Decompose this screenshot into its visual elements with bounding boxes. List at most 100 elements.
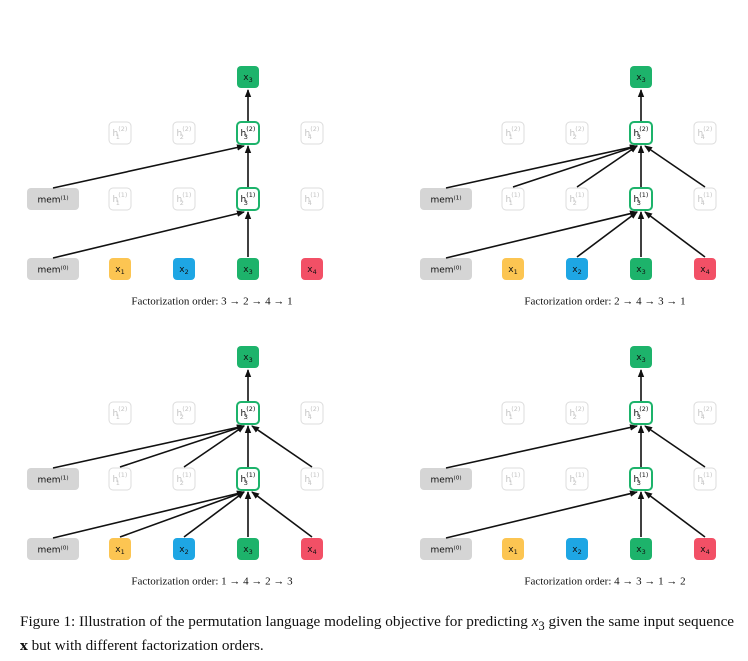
arrow-h4_1-to-h3-layer2 [644,145,706,188]
hidden-state-h1-layer2-label: h(2) 1 [506,125,521,141]
hidden-state-h2-layer2-label: h(2) 2 [570,125,585,141]
hidden-state-h4-layer2 [693,121,717,145]
figure-caption: Figure 1: Illustration of the permutatio… [20,612,735,656]
input-token-x4-label: x4 [700,545,709,557]
input-token-x4-label: x4 [700,265,709,277]
arrow-mem_bottom-to-h3-layer1 [445,210,638,259]
hidden-state-h2-layer1-label: h(1) 2 [570,471,585,487]
hidden-state-h1-layer2 [501,121,525,145]
memory-bottom [420,258,472,280]
caption-prefix: Figure 1: Illustration of the permutatio… [20,613,532,630]
hidden-state-h1-layer2-label: h(2) 1 [113,405,128,421]
hidden-state-h4-layer2-label: h(2) 4 [698,125,713,141]
input-token-x1 [109,538,131,560]
hidden-state-h1-layer1-label: h(1) 1 [506,471,521,487]
hidden-state-h3-layer2 [629,121,653,145]
hidden-state-h1-layer2-label: h(2) 1 [506,405,521,421]
arrow-mem_top-to-h3-layer2 [445,144,638,189]
factorization-order-label: Factorization order: 4 → 3 → 1 → 2 [524,576,685,588]
hidden-state-h3-layer1-label: h(1) 3 [241,191,256,207]
hidden-state-h4-layer1 [693,467,717,491]
hidden-state-h4-layer1-label: h(1) 4 [305,471,320,487]
hidden-state-h2-layer1 [172,467,196,491]
target-token-x3-label: x3 [636,353,645,365]
input-token-x1 [109,258,131,280]
arrow-x4-to-h3-layer1 [251,491,313,538]
arrow-mem_top-to-h3-layer2 [52,424,245,469]
input-token-x4 [694,258,716,280]
hidden-state-h4-layer2-label: h(2) 4 [698,405,713,421]
arrow-h4_1-to-h3-layer2 [251,425,313,468]
hidden-state-h3-layer2-label: h(2) 3 [241,125,256,141]
factorization-order-label: Factorization order: 3 → 2 → 4 → 1 [131,296,292,308]
hidden-state-h2-layer1-label: h(1) 2 [177,471,192,487]
hidden-state-h2-layer2 [565,401,589,425]
caption-suffix: but with different factorization orders. [27,637,264,655]
hidden-state-h2-layer1 [565,187,589,211]
memory-top-label: mem⁽¹⁾ [430,196,461,206]
hidden-state-h3-layer1-label: h(1) 3 [634,191,649,207]
arrow-mem_top-to-h3-layer2 [52,144,245,189]
target-token-x3 [237,66,259,88]
input-token-x1-label: x1 [508,265,517,277]
hidden-state-h4-layer2-label: h(2) 4 [305,405,320,421]
hidden-state-h2-layer2-label: h(2) 2 [570,405,585,421]
arrow-x2-to-h3-layer1 [576,211,638,258]
arrow-x2-to-h3-layer1 [183,491,245,538]
input-token-x2-label: x2 [179,265,188,277]
factorization-order-label: Factorization order: 1 → 4 → 2 → 3 [131,576,293,588]
memory-top [27,468,79,490]
input-token-x1 [502,538,524,560]
panel-d: x3 h(2) 1 h(2) 2 h(2) 3 h(2) 4 h(1) 1 h(1) 2 h(1) 3 h(1… [420,346,717,588]
input-token-x2-label: x2 [179,545,188,557]
input-token-x3 [237,258,259,280]
hidden-state-h3-layer1-label: h(1) 3 [634,471,649,487]
input-token-x4-label: x4 [307,265,316,277]
hidden-state-h2-layer2 [565,121,589,145]
hidden-state-h3-layer2 [629,401,653,425]
hidden-state-h3-layer1 [236,187,260,211]
arrow-h1_1-to-h3-layer2 [119,425,245,468]
hidden-state-h4-layer1-label: h(1) 4 [698,471,713,487]
hidden-state-h4-layer1-label: h(1) 4 [698,191,713,207]
hidden-state-h3-layer1-label: h(1) 3 [241,471,256,487]
input-token-x3 [630,538,652,560]
input-token-x2 [173,258,195,280]
input-token-x2-label: x2 [572,265,581,277]
target-token-x3-label: x3 [243,73,252,85]
hidden-state-h1-layer2-label: h(2) 1 [113,125,128,141]
hidden-state-h4-layer2-label: h(2) 4 [305,125,320,141]
input-token-x2 [566,538,588,560]
hidden-state-h1-layer2 [108,401,132,425]
target-token-x3 [630,66,652,88]
memory-bottom-label: mem⁽⁰⁾ [430,266,461,276]
hidden-state-h1-layer1 [108,187,132,211]
input-token-x2 [566,258,588,280]
memory-top-label: mem⁽¹⁾ [37,196,68,206]
hidden-state-h1-layer1 [501,467,525,491]
target-token-x3-label: x3 [243,353,252,365]
input-token-x4 [694,538,716,560]
hidden-state-h2-layer1-label: h(1) 2 [177,191,192,207]
factorization-order-label: Factorization order: 2 → 4 → 3 → 1 [524,296,685,308]
arrow-mem_top-to-h3-layer2 [445,424,638,469]
input-token-x4 [301,538,323,560]
input-token-x1-label: x1 [115,545,124,557]
target-token-x3-label: x3 [636,73,645,85]
memory-bottom [420,538,472,560]
hidden-state-h3-layer2 [236,121,260,145]
hidden-state-h1-layer1 [501,187,525,211]
target-token-x3 [237,346,259,368]
memory-bottom-label: mem⁽⁰⁾ [37,546,68,556]
input-token-x3 [630,258,652,280]
hidden-state-h4-layer2 [300,401,324,425]
arrow-x1-to-h3-layer1 [119,491,245,538]
hidden-state-h3-layer2-label: h(2) 3 [634,125,649,141]
hidden-state-h1-layer2 [501,401,525,425]
panel-b: x3 h(2) 1 h(2) 2 h(2) 3 h(2) 4 h(1) 1 h(1) 2 h(1) 3 h(1… [420,66,717,308]
input-token-x2-label: x2 [572,545,581,557]
arrow-h4_1-to-h3-layer2 [644,425,706,468]
hidden-state-h2-layer1 [565,467,589,491]
arrow-mem_bottom-to-h3-layer1 [445,490,638,539]
